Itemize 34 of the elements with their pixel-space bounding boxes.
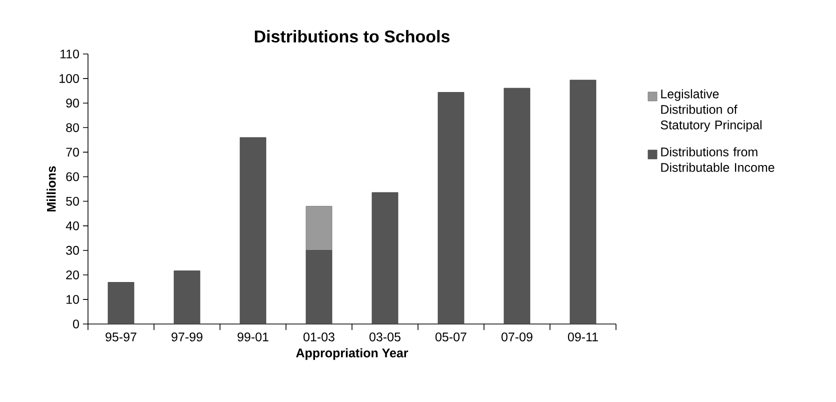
y-tick-label: 110 [60,50,79,58]
bar [108,282,134,324]
y-tick-label: 10 [66,295,79,304]
x-tick-label: 97-99 [172,332,202,342]
x-tick-label: 09-11 [568,332,598,342]
bar [240,137,266,324]
y-tick-label: 80 [66,123,79,132]
x-tick-label: 07-09 [501,332,532,342]
bar [438,92,464,324]
bar [372,192,398,324]
x-tick-label: 95-97 [106,332,136,342]
y-axis-title: Millions [46,166,56,212]
y-tick-label: 50 [66,196,79,206]
y-tick-label: 70 [66,148,79,157]
x-tick-label: 01-03 [303,332,334,342]
x-tick-label: 99-01 [238,332,268,342]
bar [174,270,200,324]
x-axis-title: Appropriation Year [296,348,408,360]
legend-label: Legislative Distribution of Statutory Principal [660,89,762,132]
y-tick-label: 20 [66,270,79,280]
bar [504,88,530,324]
x-tick-label: 03-05 [369,332,400,342]
chart-title: Distributions to Schools [254,30,450,43]
y-tick-label: 90 [66,98,79,108]
y-tick-label: 30 [66,246,79,255]
bar [570,80,596,324]
x-tick-label: 05-07 [435,332,466,342]
y-tick-label: 60 [66,172,79,182]
bar [306,250,332,324]
y-tick-label: 0 [73,320,79,328]
legend-label: Distributions from Distributable Income [661,147,774,172]
bar [306,206,332,251]
y-tick-label: 40 [66,221,79,230]
y-tick-label: 100 [60,74,79,83]
